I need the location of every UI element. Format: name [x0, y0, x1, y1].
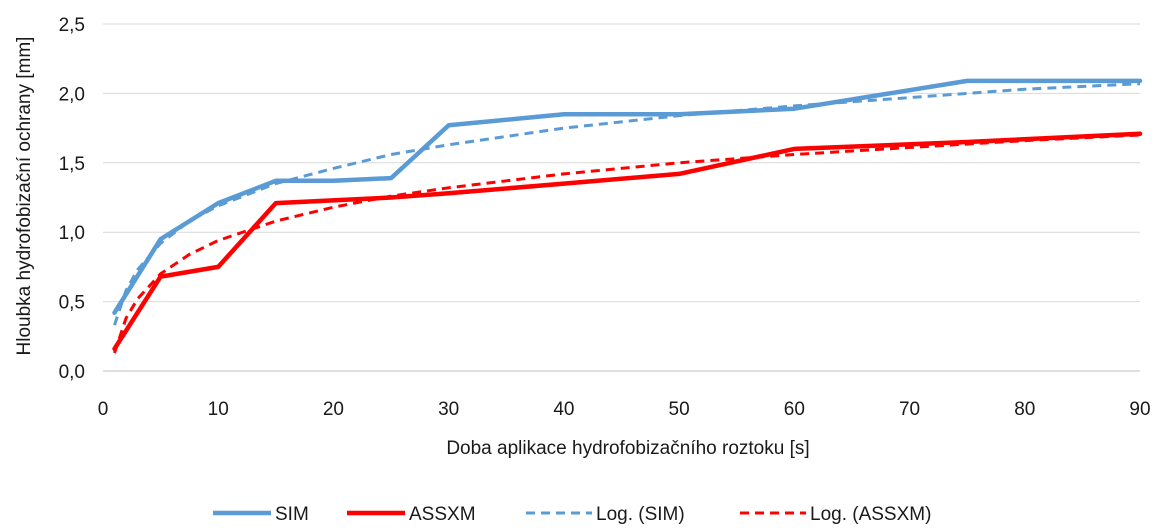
y-tick-label: 2,5	[59, 15, 85, 36]
legend-item: Log. (SIM)	[526, 504, 685, 525]
series-line-log-assxm	[113, 133, 1141, 354]
legend-item: SIM	[213, 504, 309, 525]
x-tick-label: 30	[438, 399, 459, 420]
x-axis-title: Doba aplikace hydrofobizačního roztoku […	[446, 438, 809, 459]
y-tick-labels: 0,0 0,5 1,0 1,5 2,0 2,5	[59, 15, 85, 383]
x-tick-label: 0	[98, 399, 109, 420]
y-tick-label: 1,0	[59, 223, 85, 244]
x-tick-label: 60	[784, 399, 805, 420]
legend: SIM ASSXM Log. (SIM) Log. (ASSXM)	[213, 504, 931, 525]
x-tick-label: 20	[323, 399, 344, 420]
series-line-sim	[112, 78, 1143, 315]
x-tick-label: 80	[1014, 399, 1035, 420]
legend-item: Log. (ASSXM)	[740, 504, 931, 525]
x-tick-label: 70	[899, 399, 920, 420]
legend-item: ASSXM	[347, 504, 476, 525]
series-line-log-sim	[113, 82, 1141, 326]
y-tick-label: 0,5	[59, 293, 85, 314]
x-tick-labels: 0 10 20 30 40 50 60 70 80 90	[98, 399, 1151, 420]
y-tick-label: 1,5	[59, 154, 85, 175]
x-tick-label: 90	[1129, 399, 1150, 420]
x-tick-label: 40	[553, 399, 574, 420]
y-tick-label: 0,0	[59, 362, 85, 383]
gridlines	[103, 23, 1140, 372]
x-tick-label: 10	[208, 399, 229, 420]
x-tick-label: 50	[669, 399, 690, 420]
legend-label: Log. (ASSXM)	[810, 504, 931, 525]
legend-label: Log. (SIM)	[596, 504, 685, 525]
legend-label: ASSXM	[409, 504, 476, 525]
series-line-assxm	[112, 131, 1143, 352]
y-axis-title: Hloubka hydrofobizační ochrany [mm]	[14, 37, 35, 356]
series-lines	[112, 78, 1143, 354]
legend-label: SIM	[275, 504, 309, 525]
y-tick-label: 2,0	[59, 84, 85, 105]
